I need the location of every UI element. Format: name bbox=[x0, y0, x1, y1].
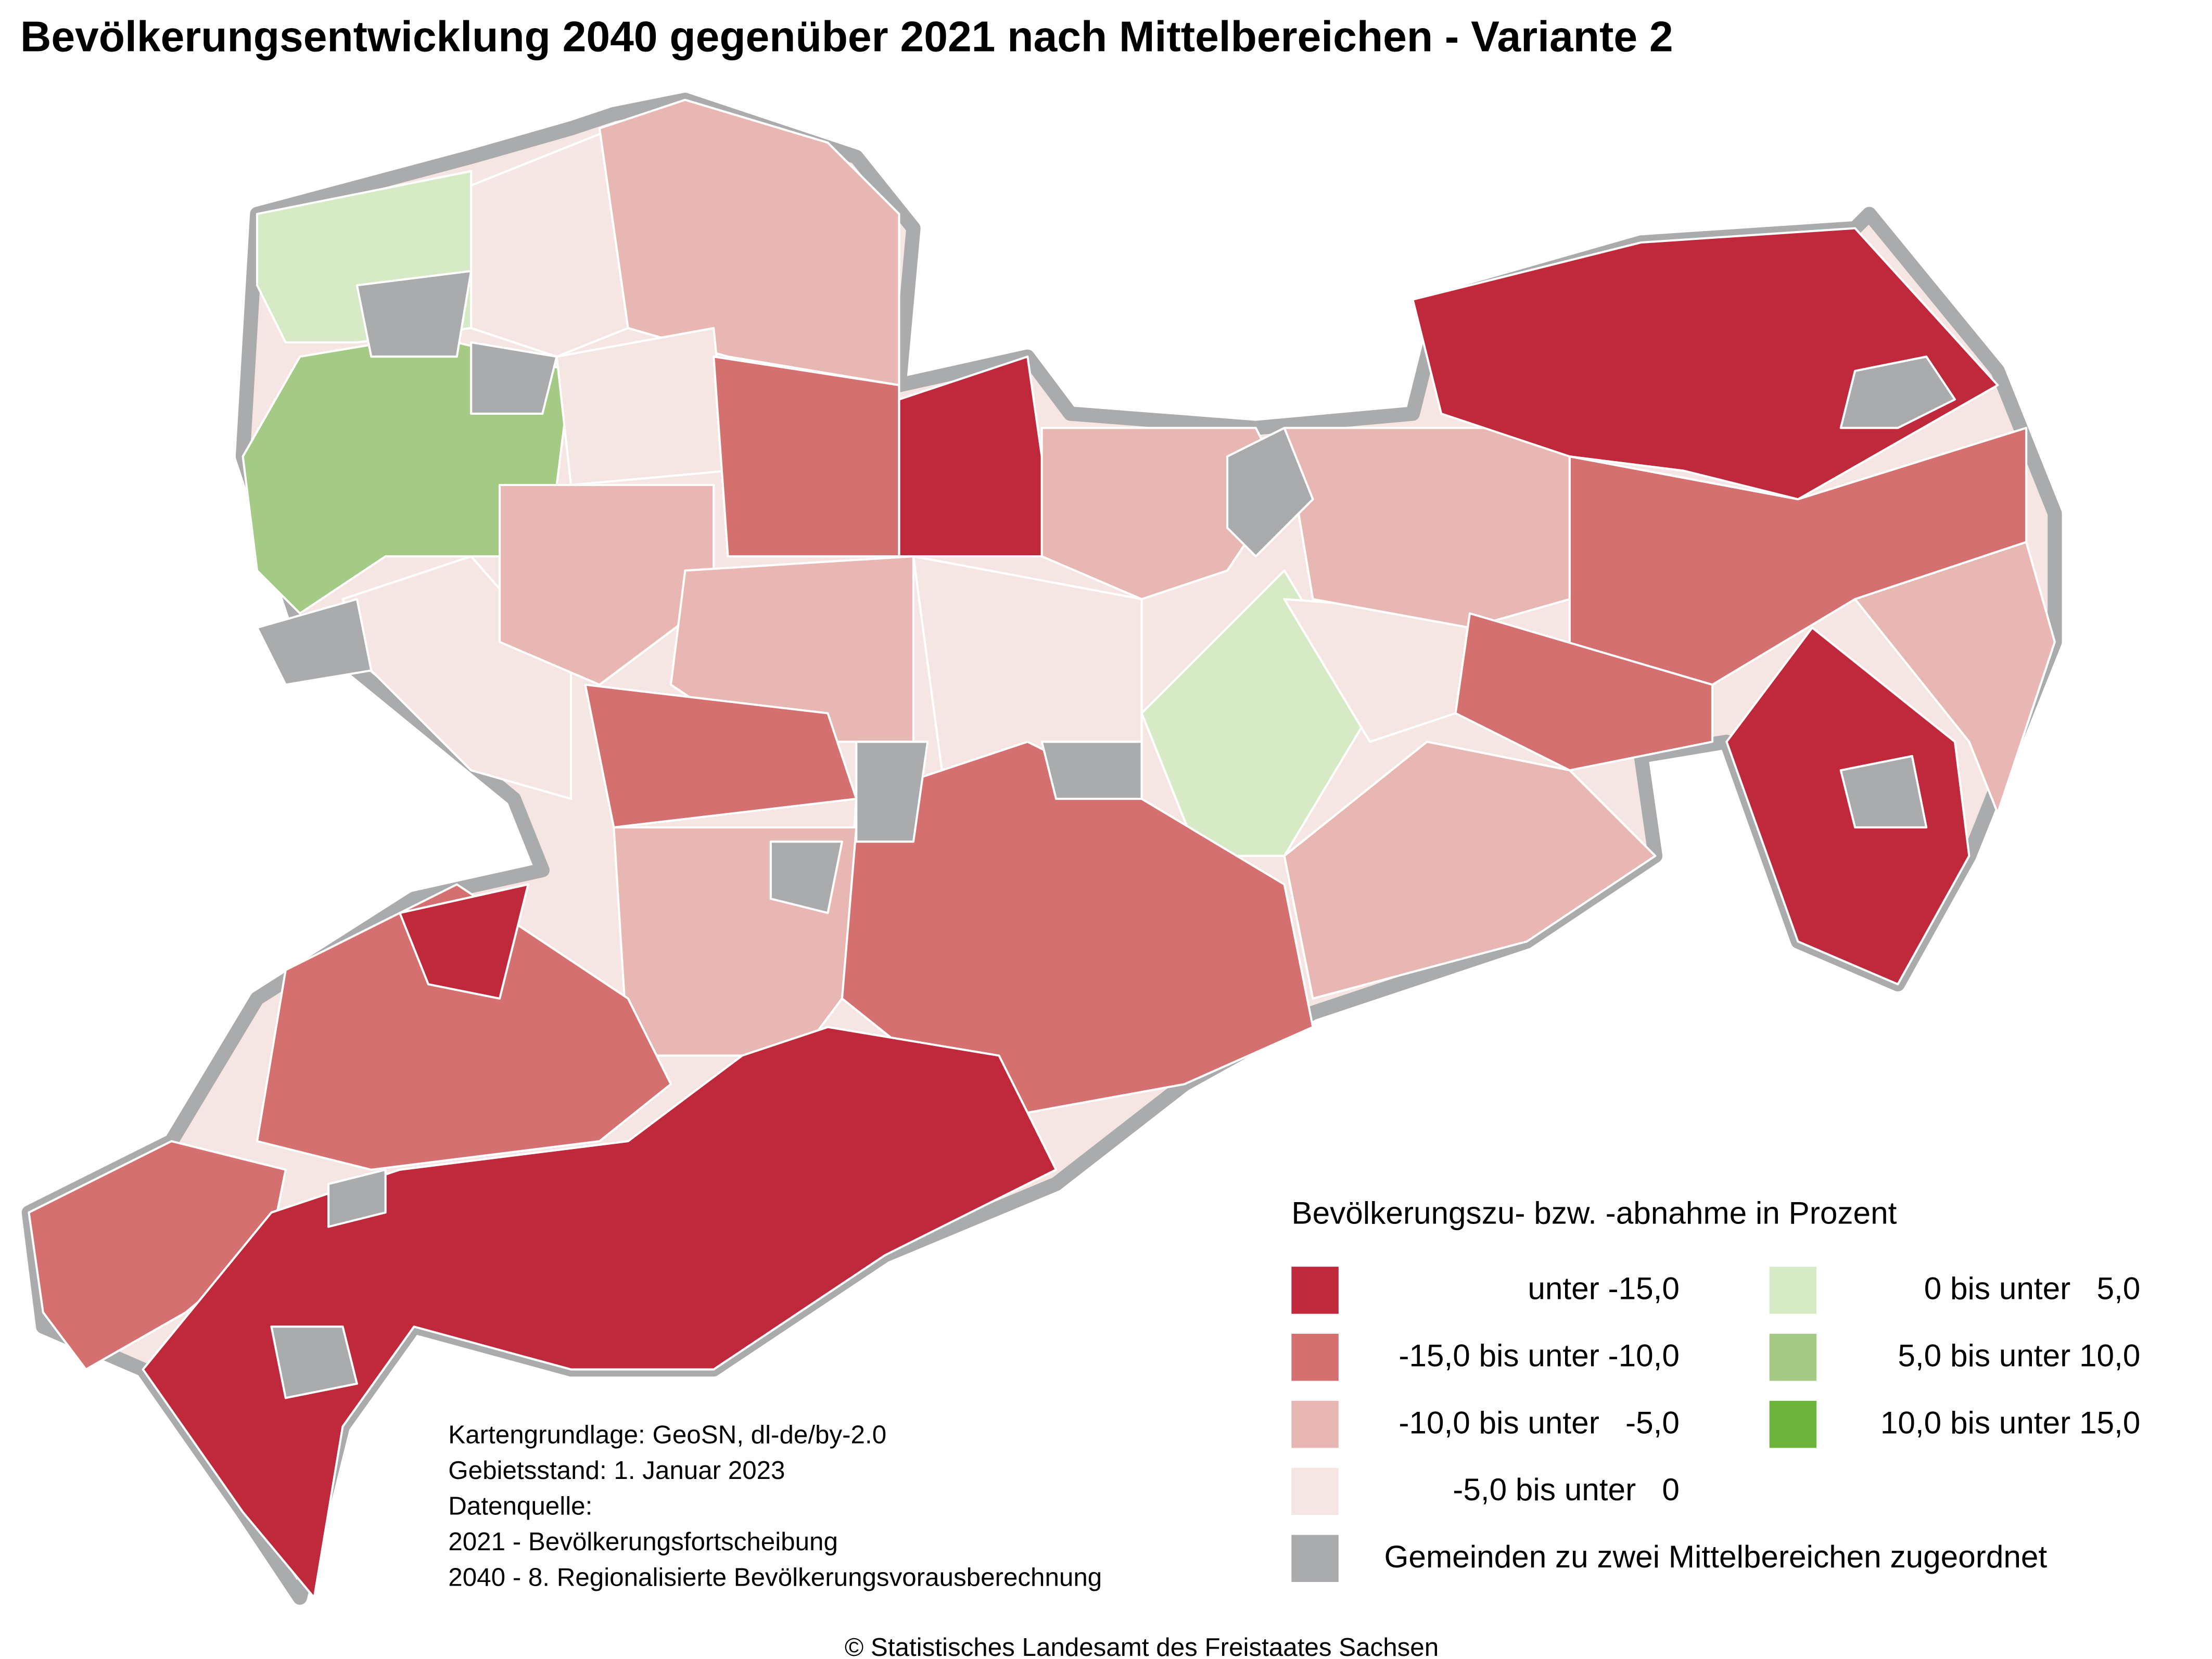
note-line: Gebietsstand: 1. Januar 2023 bbox=[448, 1456, 785, 1485]
legend-label: 0 bis unter 5,0 bbox=[1924, 1271, 2141, 1306]
map-title: Bevölkerungsentwicklung 2040 gegenüber 2… bbox=[20, 13, 1673, 60]
region bbox=[498, 483, 715, 686]
legend-label: Gemeinden zu zwei Mittelbereichen zugeor… bbox=[1384, 1539, 2048, 1574]
region bbox=[1454, 612, 1714, 772]
region bbox=[470, 127, 629, 358]
region bbox=[1040, 741, 1143, 800]
note-line: 2040 - 8. Regionalisierte Bevölkerungsvo… bbox=[448, 1563, 1102, 1592]
region bbox=[598, 98, 900, 387]
note-line: Kartengrundlage: GeoSN, dl-de/by-2.0 bbox=[448, 1420, 886, 1449]
region bbox=[399, 883, 529, 1000]
legend-label: 5,0 bis unter 10,0 bbox=[1898, 1338, 2140, 1373]
region bbox=[355, 270, 473, 358]
legend-label: unter -15,0 bbox=[1528, 1271, 1680, 1306]
copyright: © Statistisches Landesamt des Freistaate… bbox=[845, 1633, 1439, 1659]
legend-swatch bbox=[1291, 1334, 1339, 1381]
legend-swatch bbox=[1291, 1267, 1339, 1314]
legend-swatch bbox=[1769, 1334, 1817, 1381]
region bbox=[713, 355, 900, 558]
legend-swatch bbox=[1291, 1535, 1339, 1582]
region bbox=[256, 598, 373, 686]
region bbox=[769, 840, 843, 914]
region bbox=[1839, 355, 1956, 429]
regions bbox=[28, 98, 2056, 1599]
region bbox=[142, 1026, 1058, 1599]
source-notes: Kartengrundlage: GeoSN, dl-de/by-2.0 Gebi… bbox=[448, 1420, 1102, 1591]
legend-swatch bbox=[1291, 1467, 1339, 1515]
region bbox=[1283, 741, 1657, 1000]
legend-swatch bbox=[1769, 1400, 1817, 1448]
legend-swatch bbox=[1769, 1267, 1817, 1314]
note-line: 2021 - Bevölkerungsfortscheibung bbox=[448, 1527, 838, 1556]
region bbox=[1839, 755, 1928, 828]
legend: unter -15,0 -15,0 bis unter -10,0 -10,0 bi… bbox=[1291, 1267, 2140, 1582]
legend-label: -5,0 bis unter 0 bbox=[1453, 1472, 1680, 1507]
region bbox=[1854, 541, 2056, 814]
region bbox=[555, 327, 729, 487]
region bbox=[1226, 427, 1314, 558]
note-line: Datenquelle: bbox=[448, 1491, 592, 1520]
region bbox=[1040, 427, 1286, 601]
legend-swatch bbox=[1291, 1400, 1339, 1448]
legend-label: -10,0 bis unter -5,0 bbox=[1399, 1405, 1680, 1440]
region bbox=[1725, 627, 1971, 986]
region bbox=[327, 1168, 387, 1228]
region bbox=[470, 341, 558, 415]
region bbox=[270, 1325, 358, 1399]
region bbox=[1283, 427, 1571, 629]
legend-label: -15,0 bis unter -10,0 bbox=[1399, 1338, 1680, 1373]
legend-label: 10,0 bis unter 15,0 bbox=[1880, 1405, 2140, 1440]
legend-title: Bevölkerungszu- bzw. -abnahme in Prozent bbox=[1291, 1195, 1897, 1230]
region bbox=[855, 741, 929, 843]
